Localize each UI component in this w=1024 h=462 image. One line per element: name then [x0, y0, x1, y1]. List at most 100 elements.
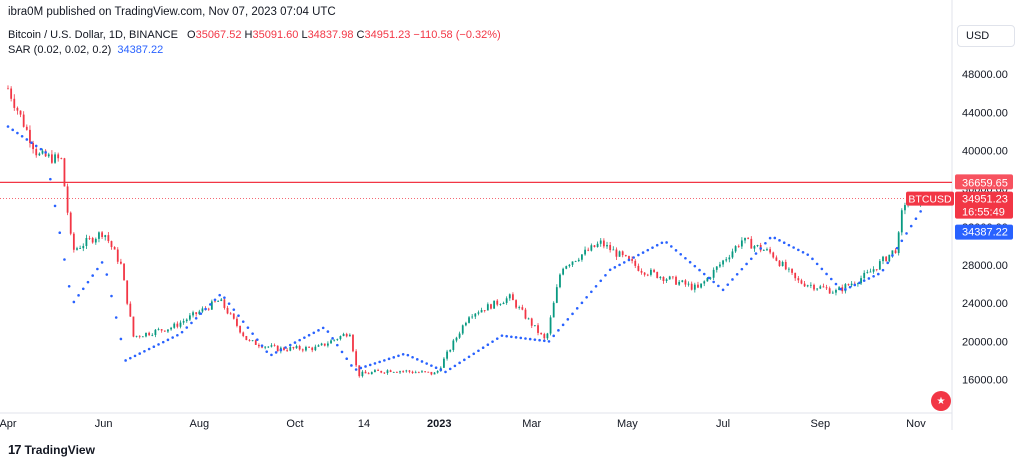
candle [54, 152, 56, 164]
sar-point [260, 344, 264, 347]
candle-body [254, 340, 257, 345]
sar-point [39, 147, 43, 151]
candle [562, 267, 565, 276]
candle [395, 371, 398, 373]
candle-body [662, 276, 665, 281]
candle [377, 368, 379, 371]
candle-body [326, 343, 329, 346]
candle [819, 284, 822, 290]
sar-point [317, 329, 320, 332]
candle [154, 328, 157, 338]
sar-point [176, 333, 179, 337]
sar-point [717, 284, 720, 288]
sar-point [312, 331, 316, 335]
candle-body [380, 370, 383, 373]
sar-point [218, 293, 221, 297]
candle-body [132, 316, 135, 337]
candle-body [210, 301, 213, 310]
sar-title[interactable]: SAR (0.02, 0.02, 0.2) [8, 44, 112, 56]
sar-point [241, 320, 245, 323]
candle-body [120, 261, 122, 264]
y-tick-label: 24000.00 [962, 298, 1008, 310]
candle [414, 370, 417, 374]
candle [25, 124, 28, 131]
candle [123, 263, 125, 281]
sar-point [119, 337, 123, 341]
candle [273, 343, 276, 347]
candle [828, 286, 831, 294]
candle [474, 313, 477, 320]
candle-body [819, 286, 822, 289]
candle-body [402, 371, 405, 373]
sar-point [646, 248, 650, 252]
sar-point [331, 337, 334, 340]
sar-point [764, 241, 767, 245]
candle-body [270, 345, 273, 347]
candle-body [361, 371, 364, 377]
candle [210, 299, 213, 311]
us-flag-icon[interactable]: ★ [931, 391, 951, 411]
candle-body [549, 317, 552, 334]
candle [402, 370, 405, 373]
sar-point [340, 350, 344, 354]
y-tick-label: 20000.00 [962, 336, 1008, 348]
candle-body [675, 276, 677, 285]
candle-body [433, 372, 436, 375]
candle-body [587, 249, 590, 251]
candle-body [107, 235, 110, 242]
candle-body [411, 371, 414, 374]
candle-body [781, 261, 784, 267]
candle-body [242, 332, 245, 337]
candle [860, 275, 862, 286]
sar-point [500, 334, 504, 337]
candle-body [298, 345, 301, 350]
candle [559, 273, 561, 289]
candle-body [628, 256, 630, 260]
candle-body [778, 260, 781, 267]
x-tick-label: Mar [522, 418, 541, 430]
candle [129, 301, 132, 317]
candle [201, 306, 204, 313]
candle [207, 307, 210, 311]
sar-point [401, 352, 405, 356]
candle [182, 318, 185, 325]
candle [631, 256, 634, 264]
sar-point [670, 245, 673, 248]
candle-body [32, 142, 34, 150]
sar-point [303, 336, 306, 339]
candle-body [502, 302, 505, 305]
candle-body [41, 150, 44, 154]
tradingview-logo[interactable]: 17 TradingView [8, 442, 95, 457]
sar-point [759, 247, 762, 250]
candle [167, 329, 169, 333]
candle-body [239, 325, 241, 333]
sar-point [571, 312, 574, 316]
candle [584, 246, 586, 256]
candle-body [568, 264, 571, 267]
candle [452, 338, 455, 352]
candle [138, 335, 141, 339]
candle-body [314, 346, 317, 351]
candle-body [656, 271, 659, 278]
candle-body [98, 232, 100, 239]
candle-body [687, 283, 690, 285]
sar-point [900, 239, 904, 243]
candle [681, 279, 684, 283]
candle [530, 317, 533, 329]
symbol-title[interactable]: Bitcoin / U.S. Dollar, 1D, BINANCE [8, 29, 178, 41]
sar-point [660, 241, 664, 245]
sar-point [81, 287, 85, 291]
candle-body [540, 332, 543, 335]
candle-body [684, 280, 687, 285]
currency-button[interactable]: USD [957, 25, 1015, 47]
publisher-caption: ibra0M published on TradingView.com, Nov… [8, 6, 336, 18]
sar-point [867, 277, 871, 280]
sar-point [124, 359, 127, 362]
candle [323, 343, 326, 347]
candle-body [323, 343, 326, 346]
candle-body [703, 281, 706, 284]
candle [468, 315, 470, 324]
candle-body [650, 269, 652, 275]
symbol-tag: BTCUSD [908, 194, 952, 206]
